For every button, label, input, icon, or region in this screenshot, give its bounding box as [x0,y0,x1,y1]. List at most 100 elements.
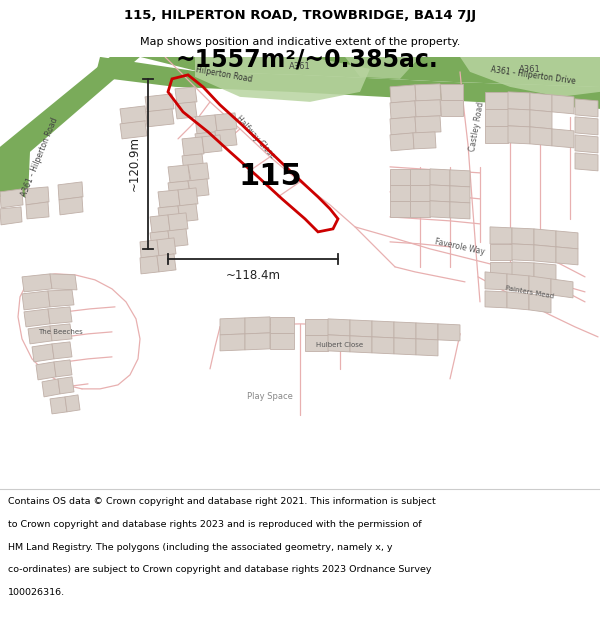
Polygon shape [430,169,450,186]
Polygon shape [120,106,147,124]
Text: 115, HILPERTON ROAD, TROWBRIDGE, BA14 7JJ: 115, HILPERTON ROAD, TROWBRIDGE, BA14 7J… [124,9,476,22]
Text: ~1557m²/~0.385ac.: ~1557m²/~0.385ac. [175,48,438,72]
Polygon shape [215,129,237,147]
Polygon shape [394,322,416,339]
Polygon shape [440,100,463,116]
Polygon shape [65,395,80,412]
Polygon shape [328,335,350,352]
Polygon shape [534,245,556,263]
Polygon shape [512,262,534,279]
Polygon shape [58,377,74,394]
Polygon shape [416,323,438,340]
Text: A361 - Hilperton Road: A361 - Hilperton Road [20,116,60,198]
Polygon shape [182,137,204,156]
Polygon shape [415,84,441,101]
Polygon shape [168,181,190,199]
Polygon shape [507,292,529,310]
Polygon shape [507,274,529,292]
Polygon shape [195,57,370,102]
Text: 115: 115 [238,162,302,191]
Polygon shape [490,262,512,278]
Polygon shape [178,204,198,222]
Text: HM Land Registry. The polygons (including the associated geometry, namely x, y: HM Land Registry. The polygons (includin… [8,542,392,551]
Polygon shape [430,185,450,202]
Polygon shape [430,201,450,218]
Polygon shape [182,154,204,173]
Polygon shape [202,135,222,153]
Polygon shape [390,185,410,201]
Polygon shape [556,247,578,265]
Text: Faverole Way: Faverole Way [434,238,486,256]
Polygon shape [534,263,556,281]
Polygon shape [28,326,52,344]
Polygon shape [0,57,140,197]
Polygon shape [410,201,430,217]
Polygon shape [575,99,598,117]
Polygon shape [575,135,598,153]
Polygon shape [530,93,552,112]
Polygon shape [145,94,174,112]
Polygon shape [52,342,72,359]
Text: The Beeches: The Beeches [38,329,82,335]
Text: ~120.9m: ~120.9m [128,136,141,191]
Polygon shape [140,240,159,258]
Text: A361 - Hilperton Drive: A361 - Hilperton Drive [490,65,576,86]
Polygon shape [413,132,436,149]
Polygon shape [0,207,22,225]
Polygon shape [220,334,245,351]
Text: to Crown copyright and database rights 2023 and is reproduced with the permissio: to Crown copyright and database rights 2… [8,520,421,529]
Polygon shape [450,202,470,219]
Polygon shape [150,231,170,249]
Polygon shape [372,321,394,338]
Polygon shape [36,362,56,380]
Text: A361: A361 [289,62,311,71]
Polygon shape [394,338,416,355]
Polygon shape [490,227,512,244]
Polygon shape [490,244,512,260]
Polygon shape [120,121,147,139]
Polygon shape [140,256,159,274]
Polygon shape [48,307,72,324]
Polygon shape [485,126,508,143]
Polygon shape [328,319,350,336]
Polygon shape [410,185,430,201]
Polygon shape [390,201,410,217]
Polygon shape [59,197,83,215]
Polygon shape [450,186,470,203]
Polygon shape [58,182,83,200]
Polygon shape [220,318,245,335]
Text: ~118.4m: ~118.4m [226,269,281,282]
Text: Play Space: Play Space [247,392,293,401]
Polygon shape [188,163,209,181]
Polygon shape [529,294,551,313]
Text: Map shows position and indicative extent of the property.: Map shows position and indicative extent… [140,38,460,47]
Polygon shape [390,169,410,185]
Polygon shape [22,291,50,310]
Polygon shape [416,339,438,356]
Polygon shape [305,335,328,351]
Polygon shape [390,85,416,103]
Polygon shape [50,274,77,290]
Polygon shape [178,188,198,206]
Polygon shape [24,309,50,327]
Polygon shape [32,344,54,362]
Polygon shape [145,109,174,127]
Polygon shape [168,213,188,231]
Polygon shape [54,360,72,377]
Polygon shape [485,109,508,126]
Text: Painters Mead: Painters Mead [505,284,555,299]
Polygon shape [508,126,530,144]
Polygon shape [390,117,416,135]
Polygon shape [350,336,372,353]
Polygon shape [195,132,217,151]
Polygon shape [534,229,556,247]
Polygon shape [552,95,574,114]
Polygon shape [551,279,573,298]
Polygon shape [50,397,67,414]
Polygon shape [245,333,270,350]
Text: Hulbert Close: Hulbert Close [316,342,364,348]
Text: 100026316.: 100026316. [8,588,65,597]
Polygon shape [175,102,197,119]
Polygon shape [25,187,49,205]
Polygon shape [95,57,600,109]
